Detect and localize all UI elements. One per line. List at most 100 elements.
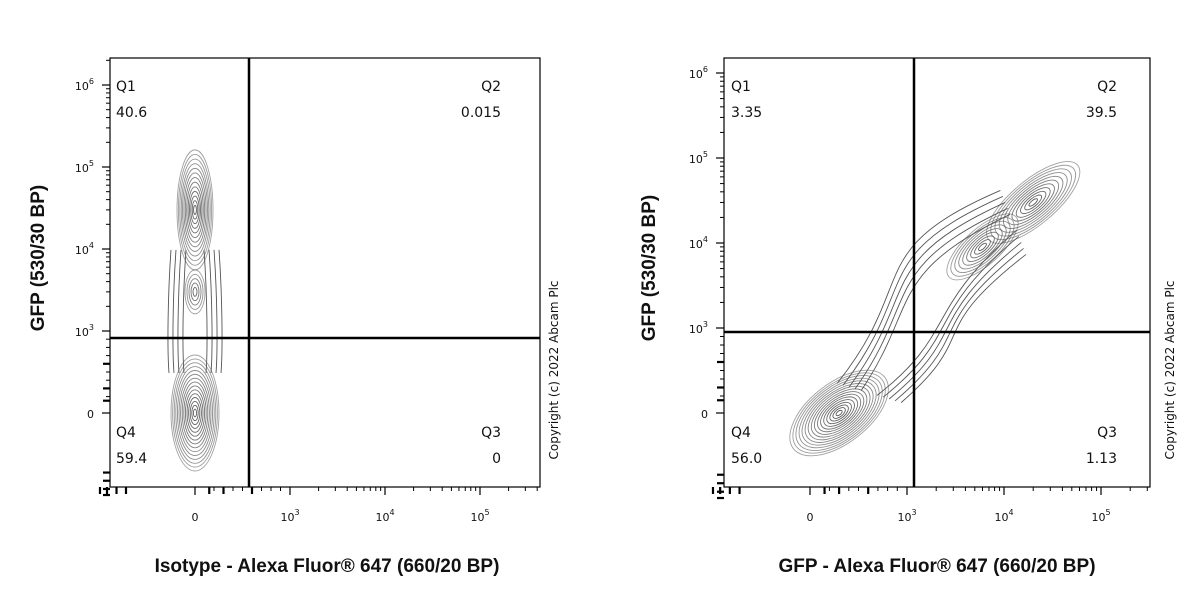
contour-ring bbox=[804, 383, 874, 443]
contour-band bbox=[882, 236, 1020, 398]
contour-ring bbox=[183, 385, 207, 441]
contour-ring bbox=[184, 177, 206, 243]
contour-ring bbox=[950, 217, 1015, 277]
q1-label: Q1 bbox=[116, 79, 136, 95]
contour-ring bbox=[1003, 175, 1064, 229]
q4-label: Q4 bbox=[116, 425, 136, 441]
contour-ring bbox=[189, 400, 201, 426]
contour-ring bbox=[184, 389, 206, 437]
contour-band bbox=[167, 249, 223, 374]
q2-label: Q2 bbox=[481, 79, 501, 95]
q3-label: Q3 bbox=[1097, 425, 1117, 441]
contour-ring bbox=[958, 224, 1007, 270]
contour-ring bbox=[817, 393, 862, 433]
contour-ring bbox=[826, 401, 852, 425]
contour-ring bbox=[177, 154, 213, 266]
contour-ring bbox=[176, 370, 214, 456]
contour-ring bbox=[186, 393, 204, 433]
contour-band bbox=[177, 249, 213, 374]
contour-ring bbox=[990, 164, 1077, 241]
q2-label: Q2 bbox=[1097, 79, 1117, 95]
contour-ring bbox=[829, 404, 849, 422]
contour-ring bbox=[178, 373, 212, 453]
contour-band bbox=[860, 214, 1011, 391]
q4-value: 59.4 bbox=[116, 451, 147, 467]
contour-layer bbox=[789, 161, 1081, 457]
contour-ring bbox=[1020, 190, 1047, 215]
contour-ring bbox=[1007, 179, 1060, 226]
y-tick-label: 0 bbox=[87, 408, 94, 421]
contour-ring bbox=[810, 388, 868, 438]
contour-ring bbox=[789, 369, 889, 457]
contour-band bbox=[854, 208, 1008, 390]
contour-ring bbox=[192, 408, 198, 418]
q1-label: Q1 bbox=[731, 79, 751, 95]
contour-ring bbox=[1015, 187, 1051, 218]
y-axis-title: GFP (530/30 BP) bbox=[639, 195, 660, 341]
contour-ring bbox=[190, 195, 200, 225]
contour-ring bbox=[180, 377, 210, 449]
y-tick-label: 103 bbox=[75, 323, 94, 339]
contour-ring bbox=[946, 213, 1019, 281]
x-tick-label: 103 bbox=[280, 508, 299, 524]
contour-ring bbox=[184, 269, 206, 315]
contour-ring bbox=[820, 396, 859, 430]
y-tick-label: 106 bbox=[689, 65, 708, 81]
tick-layer: 0 103 104 105 0 103 104 105 106 bbox=[689, 65, 1148, 524]
copyright-note: Copyright (c) 2022 Abcam Plc bbox=[1163, 280, 1177, 459]
contour-ring bbox=[181, 381, 209, 445]
contour-ring bbox=[189, 190, 201, 229]
contour-ring bbox=[188, 278, 202, 306]
q4-label: Q4 bbox=[731, 425, 751, 441]
contour-ring bbox=[179, 158, 211, 262]
contour-ring bbox=[187, 186, 203, 234]
contour-ring bbox=[191, 404, 199, 422]
contour-ring bbox=[1028, 198, 1038, 207]
contour-ring bbox=[1024, 194, 1043, 211]
x-tick-label: 105 bbox=[1091, 508, 1110, 524]
contour-ring bbox=[1011, 183, 1055, 222]
contour-band bbox=[842, 196, 1003, 386]
contour-ring bbox=[180, 163, 210, 257]
q1-value: 3.35 bbox=[731, 105, 762, 121]
q3-value: 0 bbox=[492, 451, 501, 467]
contour-ring bbox=[172, 358, 218, 468]
contour-band bbox=[172, 249, 218, 374]
contour-ring bbox=[188, 397, 202, 429]
copyright-note: Copyright (c) 2022 Abcam Plc bbox=[547, 280, 561, 459]
contour-band bbox=[836, 190, 1001, 384]
y-tick-label: 105 bbox=[689, 150, 708, 166]
contour-ring bbox=[170, 354, 220, 472]
y-tick-label: 0 bbox=[701, 408, 708, 421]
contour-ring bbox=[798, 377, 880, 449]
plot-frame bbox=[109, 57, 541, 488]
x-tick-label: 105 bbox=[470, 508, 489, 524]
q2-value: 0.015 bbox=[461, 105, 501, 121]
isotype-panel: 0 103 104 105 0 103 104 105 106 Q1 40.6 Q2 0.015… bbox=[28, 57, 561, 577]
contour-ring bbox=[183, 172, 207, 248]
plot-frame bbox=[723, 57, 1151, 488]
contour-ring bbox=[814, 391, 865, 435]
contour-ring bbox=[998, 172, 1068, 233]
contour-ring bbox=[186, 273, 204, 310]
contour-ring bbox=[807, 385, 871, 441]
y-tick-label: 103 bbox=[689, 320, 708, 336]
y-tick-label: 106 bbox=[75, 77, 94, 93]
contour-ring bbox=[954, 220, 1011, 273]
y-tick-label: 104 bbox=[689, 235, 708, 251]
x-tick-label: 0 bbox=[192, 511, 199, 524]
contour-ring bbox=[832, 407, 846, 419]
contour-ring bbox=[974, 239, 991, 255]
contour-band bbox=[848, 202, 1006, 388]
x-tick-label: 103 bbox=[897, 508, 916, 524]
contour-ring bbox=[792, 372, 886, 454]
contour-ring bbox=[823, 399, 855, 427]
x-tick-label: 0 bbox=[807, 511, 814, 524]
x-tick-label: 104 bbox=[994, 508, 1013, 524]
q3-label: Q3 bbox=[481, 425, 501, 441]
contour-ring bbox=[173, 362, 217, 464]
q2-value: 39.5 bbox=[1086, 105, 1117, 121]
q3-value: 1.13 bbox=[1086, 451, 1117, 467]
contour-ring bbox=[795, 375, 883, 451]
